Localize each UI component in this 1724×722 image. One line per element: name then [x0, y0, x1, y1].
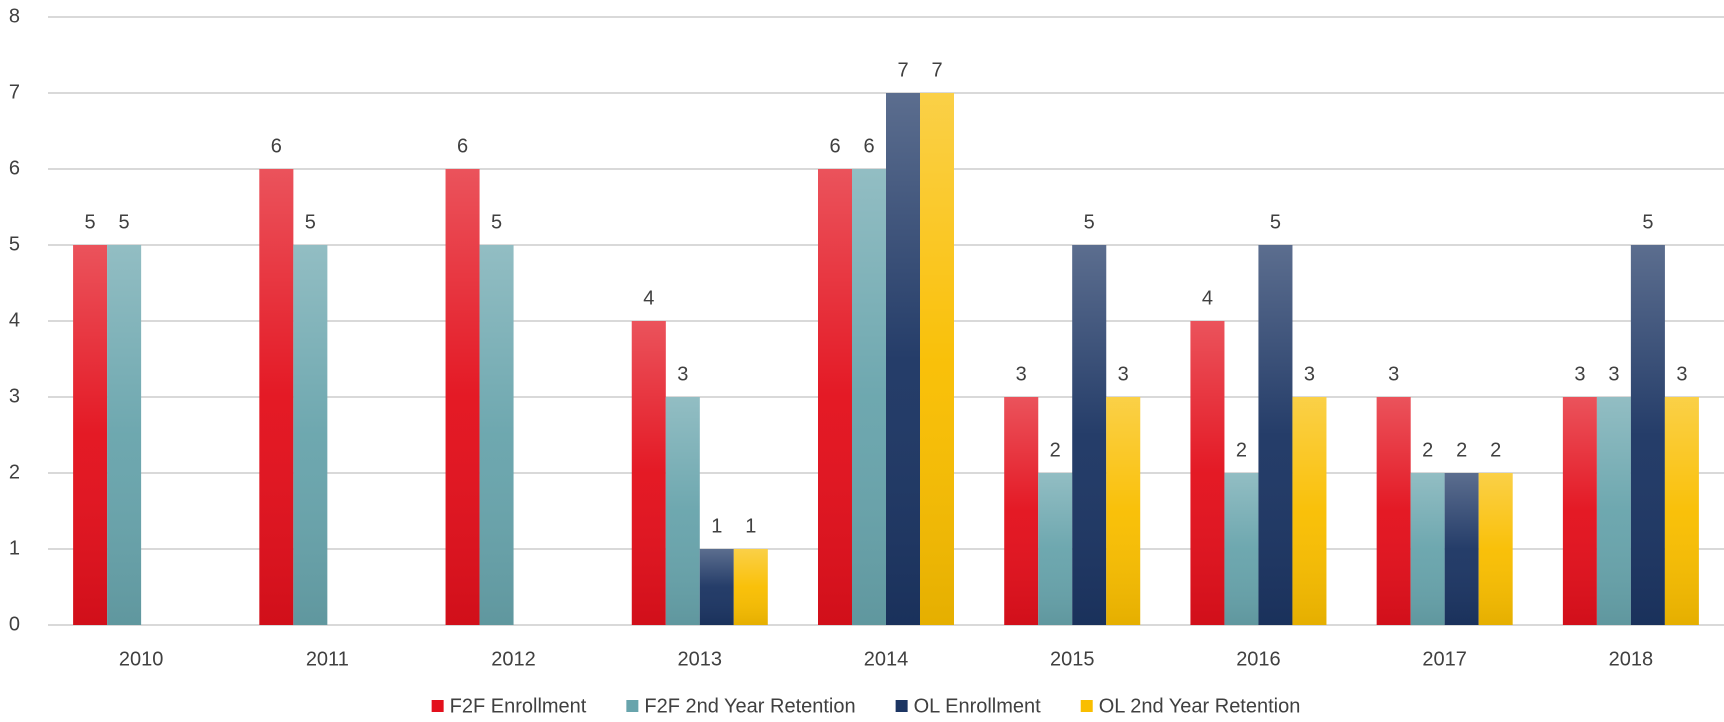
bar-sheen [445, 169, 480, 625]
y-tick-label: 3 [9, 385, 20, 407]
y-tick-label: 6 [9, 157, 20, 179]
legend-label: F2F 2nd Year Retention [644, 695, 855, 717]
data-label: 1 [745, 515, 756, 537]
legend-label: OL 2nd Year Retention [1099, 695, 1301, 717]
legend-swatch [1080, 700, 1093, 712]
y-tick-label: 7 [9, 81, 20, 103]
bar-sheen [1478, 473, 1513, 625]
x-tick-label: 2016 [1236, 648, 1281, 670]
x-tick-label: 2012 [491, 648, 536, 670]
legend-swatch [431, 700, 444, 712]
data-label: 3 [1016, 363, 1027, 385]
data-label: 4 [1202, 287, 1213, 309]
data-label: 3 [1304, 363, 1315, 385]
bar-sheen [920, 93, 954, 625]
data-label: 5 [119, 211, 130, 233]
data-label: 1 [711, 515, 722, 537]
bar-sheen [1562, 397, 1597, 625]
data-label: 3 [1608, 363, 1619, 385]
data-label: 2 [1490, 439, 1501, 461]
bar-sheen [1224, 473, 1259, 625]
data-label: 7 [931, 59, 942, 81]
y-tick-label: 1 [9, 537, 20, 559]
data-label: 6 [271, 135, 282, 157]
data-label: 3 [1388, 363, 1399, 385]
bar-sheen [733, 549, 768, 625]
data-label: 2 [1236, 439, 1247, 461]
data-label: 3 [677, 363, 688, 385]
bar-sheen [1038, 473, 1073, 625]
bar-sheen [479, 245, 514, 625]
x-tick-label: 2018 [1609, 648, 1654, 670]
data-label: 5 [85, 211, 96, 233]
data-label: 3 [1574, 363, 1585, 385]
x-tick-label: 2015 [1050, 648, 1095, 670]
bar-sheen [1596, 397, 1631, 625]
x-tick-label: 2014 [864, 648, 909, 670]
y-tick-label: 0 [9, 613, 20, 635]
data-label: 7 [897, 59, 908, 81]
bar-sheen [699, 549, 734, 625]
y-tick-label: 8 [9, 5, 20, 27]
data-label: 5 [305, 211, 316, 233]
bar-sheen [1444, 473, 1479, 625]
legend-swatch [895, 700, 908, 712]
data-label: 2 [1050, 439, 1061, 461]
x-tick-label: 2010 [119, 648, 164, 670]
bar-sheen [1258, 245, 1293, 625]
bar-sheen [1190, 321, 1225, 625]
bar-sheen [1664, 397, 1699, 625]
data-label: 4 [643, 287, 654, 309]
bar-sheen [1292, 397, 1327, 625]
legend-label: OL Enrollment [914, 695, 1042, 717]
bar-sheen [73, 245, 108, 625]
y-tick-label: 5 [9, 233, 20, 255]
data-label: 3 [1676, 363, 1687, 385]
y-tick-label: 4 [9, 309, 20, 331]
x-tick-label: 2011 [306, 648, 349, 670]
bar-sheen [1630, 245, 1665, 625]
x-tick-label: 2017 [1422, 648, 1467, 670]
data-label: 2 [1456, 439, 1467, 461]
data-label: 2 [1422, 439, 1433, 461]
data-label: 5 [1270, 211, 1281, 233]
x-tick-label: 2013 [678, 648, 723, 670]
data-label: 6 [457, 135, 468, 157]
bar-sheen [107, 245, 142, 625]
bar-sheen [631, 321, 666, 625]
data-label: 3 [1118, 363, 1129, 385]
bar-sheen [886, 93, 920, 625]
bar-sheen [259, 169, 294, 625]
bar-sheen [1072, 245, 1107, 625]
bar-sheen [1376, 397, 1411, 625]
data-label: 5 [1084, 211, 1095, 233]
data-label: 5 [1642, 211, 1653, 233]
bar-sheen [1410, 473, 1445, 625]
legend-label: F2F Enrollment [450, 695, 587, 717]
bar-sheen [293, 245, 328, 625]
bar-sheen [852, 169, 886, 625]
bar-sheen [818, 169, 852, 625]
bar-sheen [1106, 397, 1141, 625]
bar-sheen [1004, 397, 1039, 625]
legend-swatch [626, 700, 639, 712]
data-label: 5 [491, 211, 502, 233]
y-tick-label: 2 [9, 461, 20, 483]
data-label: 6 [829, 135, 840, 157]
bar-sheen [665, 397, 700, 625]
data-label: 6 [863, 135, 874, 157]
